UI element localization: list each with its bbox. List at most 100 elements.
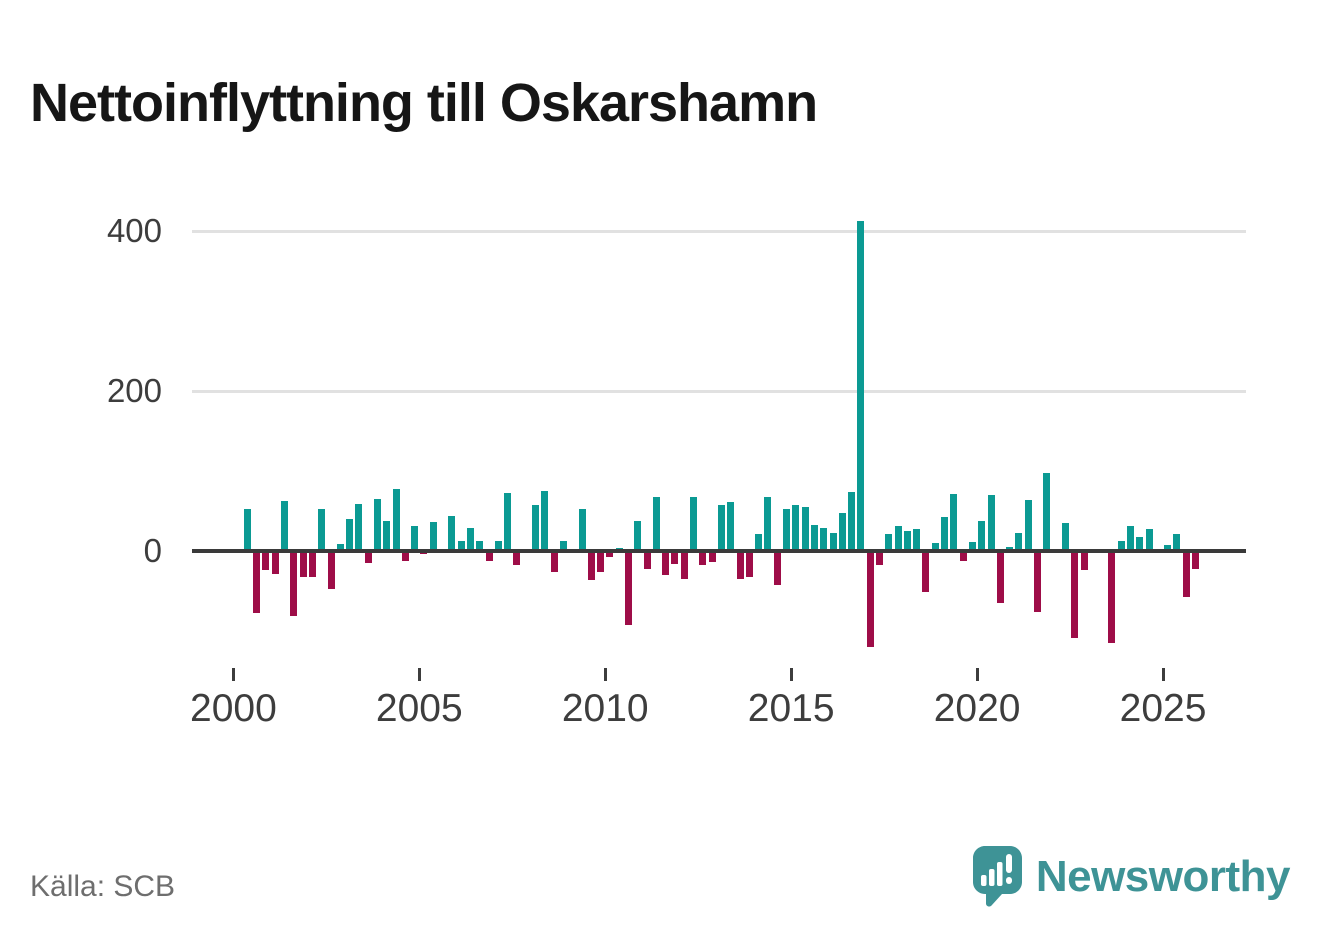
bar-2009Q2: [578, 508, 586, 551]
bar-2007Q2: [504, 492, 512, 551]
bar-2016Q2: [838, 513, 846, 551]
newsworthy-logo-icon: [972, 846, 1022, 914]
bar-2020Q2: [987, 495, 995, 551]
bar-2023Q3: [1108, 551, 1116, 643]
bar-2015Q2: [801, 507, 809, 551]
bar-2017Q4: [894, 526, 902, 551]
bar-2007Q1: [494, 541, 502, 551]
bar-2017Q2: [875, 551, 883, 565]
bar-2020Q1: [978, 520, 986, 551]
bar-2025Q3: [1182, 551, 1190, 597]
bar-2008Q1: [532, 504, 540, 551]
bar-2021Q2: [1024, 499, 1032, 551]
bar-2013Q4: [745, 551, 753, 578]
bar-2006Q4: [485, 551, 493, 562]
bar-2025Q4: [1192, 551, 1200, 569]
bar-2002Q4: [336, 543, 344, 551]
x-axis-label-2020: 2020: [933, 687, 1021, 730]
newsworthy-brand: Newsworthy: [972, 846, 1291, 914]
bar-2001Q1: [271, 551, 279, 575]
x-axis-tick-2020: [975, 668, 979, 681]
bar-2001Q4: [299, 551, 307, 577]
bar-2019Q1: [941, 516, 949, 551]
bar-2018Q4: [931, 543, 939, 551]
x-axis-label-2005: 2005: [375, 687, 463, 730]
y-axis-label-200: 200: [106, 372, 162, 409]
x-axis-label-2025: 2025: [1119, 687, 1207, 730]
bar-2005Q2: [429, 522, 437, 551]
bar-2018Q1: [903, 531, 911, 551]
x-axis-tick-2015: [789, 668, 793, 681]
newsworthy-wordmark: Newsworthy: [1035, 852, 1291, 901]
x-axis-label-2015: 2015: [747, 687, 835, 730]
bar-2018Q2: [913, 529, 921, 551]
gridline-200: [192, 389, 1246, 393]
bar-2021Q3: [1034, 551, 1042, 612]
bar-2010Q3: [624, 551, 632, 626]
bar-2024Q2: [1136, 537, 1144, 551]
x-axis-label-2010: 2010: [561, 687, 649, 730]
bar-2019Q2: [950, 494, 958, 551]
bar-2014Q2: [764, 496, 772, 551]
bar-2020Q3: [996, 551, 1004, 603]
y-axis-label-0: 0: [143, 532, 162, 569]
chart-title: Nettoinflyttning till Oskarshamn: [30, 73, 818, 134]
bar-2002Q1: [308, 551, 316, 578]
bar-2022Q2: [1061, 523, 1069, 551]
bar-2004Q1: [383, 520, 391, 551]
bar-2018Q3: [922, 551, 930, 592]
bar-2000Q2: [243, 508, 251, 551]
bar-2022Q3: [1071, 551, 1079, 639]
bar-2016Q1: [829, 533, 837, 551]
bar-2011Q4: [671, 551, 679, 564]
bar-2014Q1: [755, 534, 763, 551]
bar-2006Q1: [457, 541, 465, 551]
x-axis-tick-2010: [603, 668, 607, 681]
bar-2011Q3: [662, 551, 670, 575]
bar-2017Q3: [885, 534, 893, 551]
bar-2006Q2: [466, 527, 474, 551]
bar-2015Q4: [820, 527, 828, 551]
bar-2002Q3: [327, 551, 335, 589]
bar-2023Q4: [1117, 541, 1125, 551]
y-axis-label-400: 400: [106, 212, 162, 249]
bar-2003Q4: [373, 499, 381, 551]
bar-2021Q4: [1043, 473, 1051, 551]
bar-2001Q3: [290, 551, 298, 616]
bar-2012Q3: [699, 551, 707, 565]
bar-2008Q4: [559, 541, 567, 551]
bar-2013Q1: [717, 504, 725, 551]
bar-2015Q1: [792, 504, 800, 551]
bar-2014Q3: [773, 551, 781, 586]
bar-2015Q3: [810, 525, 818, 551]
bar-2009Q4: [597, 551, 605, 572]
bar-2021Q1: [1015, 533, 1023, 551]
bar-2003Q1: [346, 519, 354, 551]
bar-2004Q2: [392, 488, 400, 551]
bar-2004Q3: [401, 551, 409, 561]
zero-axis-line: [192, 549, 1246, 553]
bar-2005Q4: [448, 515, 456, 551]
bar-2011Q2: [652, 496, 660, 551]
bar-2011Q1: [643, 551, 651, 569]
bar-2017Q1: [866, 551, 874, 647]
x-axis-tick-2025: [1161, 668, 1165, 681]
bar-2025Q1: [1164, 544, 1172, 551]
bar-2016Q4: [857, 221, 865, 551]
bar-2013Q3: [736, 551, 744, 579]
bar-2024Q1: [1126, 526, 1134, 551]
source-credit: Källa: SCB: [30, 870, 176, 903]
bar-2008Q3: [550, 551, 558, 572]
x-axis-tick-2005: [417, 668, 421, 681]
bar-2012Q2: [690, 496, 698, 551]
bar-2016Q3: [848, 491, 856, 551]
x-axis-tick-2000: [231, 668, 235, 681]
bar-2003Q2: [355, 503, 363, 551]
bar-2009Q3: [587, 551, 595, 580]
bar-2012Q4: [708, 551, 716, 563]
gridline-400: [192, 229, 1246, 233]
bar-2012Q1: [680, 551, 688, 579]
bar-2025Q2: [1173, 534, 1181, 551]
bar-2019Q3: [959, 551, 967, 562]
